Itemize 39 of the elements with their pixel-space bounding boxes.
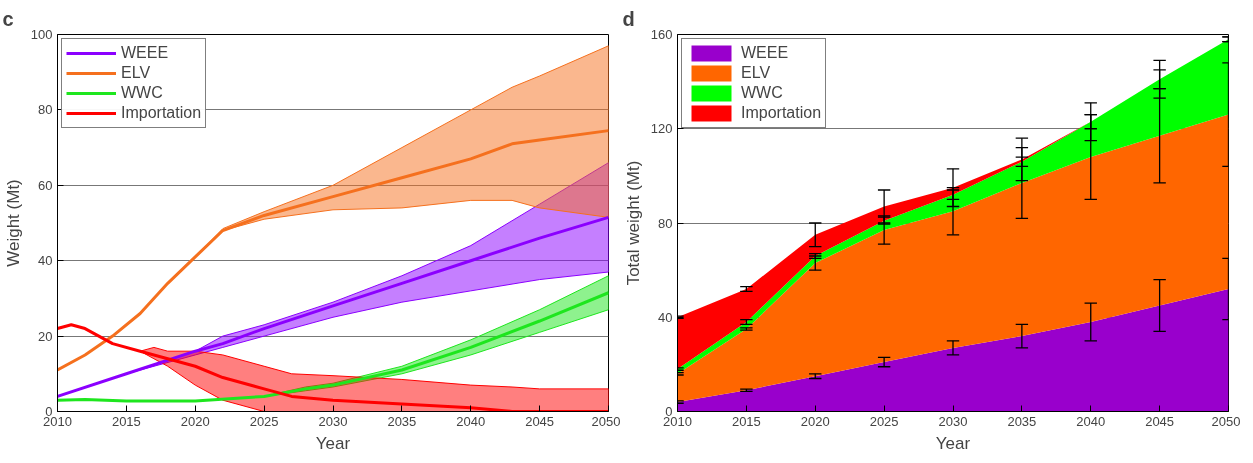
x-axis-title: Year bbox=[315, 433, 351, 453]
y-tick-label: 120 bbox=[650, 121, 673, 137]
legend-label: ELV bbox=[121, 64, 151, 82]
x-tick-label: 2025 bbox=[869, 413, 899, 429]
y-tick-label: 40 bbox=[38, 253, 53, 269]
x-tick-label: 2020 bbox=[800, 413, 830, 429]
x-tick-label: 2020 bbox=[180, 413, 210, 429]
x-tick-label: 2040 bbox=[456, 413, 486, 429]
y-axis-title: Total weight (Mt) bbox=[623, 160, 643, 286]
legend-label: WEEE bbox=[741, 44, 789, 62]
legend-label: ELV bbox=[741, 64, 771, 82]
y-tick-label: 100 bbox=[30, 27, 53, 42]
legend-label: Importation bbox=[121, 104, 202, 122]
x-tick-label: 2050 bbox=[1211, 413, 1241, 429]
legend-label: Importation bbox=[741, 104, 822, 122]
x-tick-label: 2035 bbox=[387, 413, 417, 429]
x-tick-label: 2015 bbox=[731, 413, 761, 429]
x-tick-label: 2045 bbox=[1145, 413, 1175, 429]
legend-label: WEEE bbox=[121, 44, 169, 62]
y-tick-label: 20 bbox=[38, 328, 53, 344]
y-tick-label: 160 bbox=[650, 27, 673, 42]
x-tick-label: 2015 bbox=[111, 413, 141, 429]
legend-label: WWC bbox=[121, 84, 163, 102]
x-axis-title: Year bbox=[935, 433, 971, 453]
y-axis-title: Weight (Mt) bbox=[3, 179, 23, 267]
y-tick-label: 80 bbox=[38, 102, 53, 118]
x-tick-label: 2025 bbox=[249, 413, 279, 429]
x-tick-label: 2040 bbox=[1076, 413, 1106, 429]
x-tick-label: 2045 bbox=[525, 413, 555, 429]
y-tick-label: 80 bbox=[658, 215, 673, 231]
legend-label: WWC bbox=[741, 84, 783, 102]
x-tick-label: 2050 bbox=[591, 413, 621, 429]
y-tick-label: 60 bbox=[38, 177, 53, 193]
y-tick-label: 40 bbox=[658, 309, 673, 325]
x-tick-label: 2030 bbox=[318, 413, 348, 429]
x-tick-label: 2030 bbox=[938, 413, 968, 429]
x-tick-label: 2035 bbox=[1007, 413, 1037, 429]
chart-title: d bbox=[622, 7, 635, 30]
chart-title: c bbox=[2, 7, 14, 30]
